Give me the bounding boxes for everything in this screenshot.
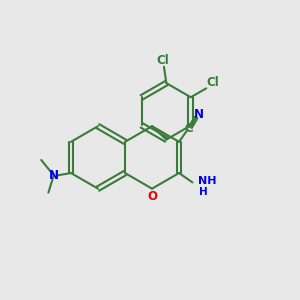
Text: N: N (49, 169, 59, 182)
Text: Cl: Cl (156, 54, 169, 67)
Text: Cl: Cl (206, 76, 219, 89)
Text: H: H (200, 187, 208, 197)
Text: N: N (194, 108, 204, 121)
Text: C: C (184, 122, 193, 135)
Text: O: O (148, 190, 158, 202)
Text: NH: NH (198, 176, 216, 186)
